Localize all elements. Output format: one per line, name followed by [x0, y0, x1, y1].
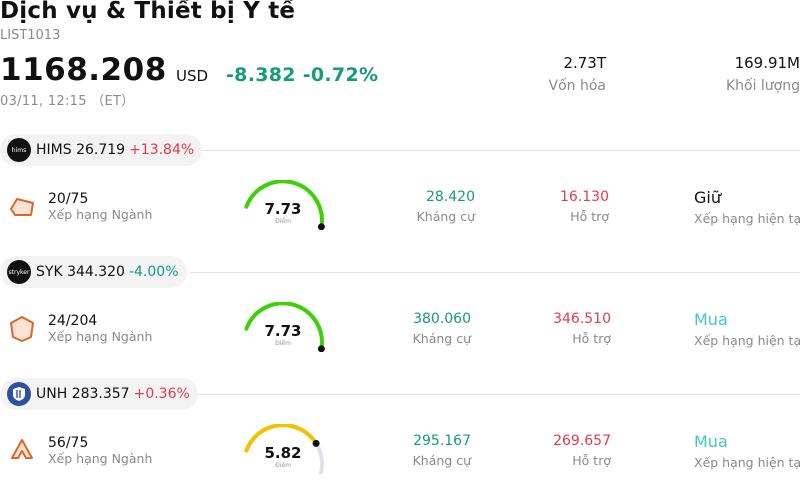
- industry-rank-value: 24/204: [48, 313, 98, 329]
- score-arc: [244, 424, 319, 453]
- company-logo: [7, 382, 31, 406]
- company-logo-text: hims: [11, 146, 27, 154]
- resistance-value: 28.420: [426, 189, 475, 205]
- industry-rank-value: 56/75: [48, 435, 89, 451]
- resistance-label: Kháng cự: [412, 453, 471, 468]
- stock-chip[interactable]: hims HIMS 26.719 +13.84%: [0, 134, 203, 166]
- industry-rank-label: Xếp hạng Ngành: [48, 207, 153, 222]
- list-code: LIST1013: [0, 28, 61, 43]
- current-rating-label: Xếp hạng hiện tại: [694, 211, 800, 226]
- support-value: 16.130: [560, 189, 609, 205]
- current-rating-label: Xếp hạng hiện tại: [694, 333, 800, 348]
- industry-rank-icon: [11, 439, 33, 459]
- score-label: Điểm: [275, 462, 291, 469]
- timestamp: 03/11, 12:15 （ET）: [0, 94, 135, 109]
- score-value: 7.73: [264, 322, 302, 340]
- support-label: Hỗ trợ: [570, 209, 609, 224]
- shield-icon: [13, 387, 25, 401]
- row-divider: [190, 272, 800, 273]
- score-dot: [317, 223, 325, 230]
- industry-rank-label: Xếp hạng Ngành: [48, 329, 153, 344]
- industry-rank-icon: [10, 316, 34, 342]
- stock-ticker-price: SYK 344.320: [36, 264, 125, 280]
- current-rating: Mua: [694, 432, 728, 451]
- resistance-value: 295.167: [413, 433, 471, 449]
- row-divider: [190, 394, 800, 395]
- industry-rank-icon: [10, 198, 34, 216]
- stock-chip[interactable]: UNH 283.357 +0.36%: [0, 378, 198, 410]
- market-cap-label: Vốn hóa: [548, 78, 606, 94]
- current-rating: Mua: [694, 310, 728, 329]
- support-value: 346.510: [553, 311, 611, 327]
- company-logo: hims: [7, 138, 31, 162]
- currency-label: USD: [176, 67, 209, 85]
- score-gauge: [244, 302, 325, 352]
- score-label: Điểm: [275, 340, 291, 347]
- score-arc: [244, 180, 324, 229]
- volume-value: 169.91M: [734, 54, 800, 72]
- index-price: 1168.208: [0, 52, 167, 88]
- stock-change: +13.84%: [129, 142, 195, 158]
- resistance-label: Kháng cự: [416, 209, 475, 224]
- score-gauge: [244, 180, 325, 230]
- stock-ticker-price: UNH 283.357: [36, 386, 130, 402]
- market-cap-value: 2.73T: [563, 54, 606, 72]
- current-rating-label: Xếp hạng hiện tại: [694, 455, 800, 470]
- score-value: 7.73: [264, 200, 302, 218]
- resistance-label: Kháng cự: [412, 331, 471, 346]
- resistance-value: 380.060: [413, 311, 471, 327]
- support-value: 269.657: [553, 433, 611, 449]
- index-change: -8.382 -0.72%: [226, 64, 379, 86]
- score-arc: [244, 302, 324, 351]
- stock-change: +0.36%: [133, 386, 190, 402]
- volume-label: Khối lượng: [725, 78, 800, 94]
- score-label: Điểm: [275, 218, 291, 225]
- support-label: Hỗ trợ: [572, 331, 611, 346]
- company-logo: stryker: [7, 260, 31, 284]
- current-rating: Giữ: [694, 188, 721, 207]
- row-divider: [190, 150, 800, 151]
- stock-chip[interactable]: stryker SYK 344.320 -4.00%: [0, 256, 187, 288]
- score-value: 5.82: [264, 444, 302, 462]
- support-label: Hỗ trợ: [572, 453, 611, 468]
- industry-rank-label: Xếp hạng Ngành: [48, 451, 153, 466]
- industry-rank-value: 20/75: [48, 191, 89, 207]
- company-logo-text: stryker: [8, 268, 30, 276]
- page-title: Dịch vụ & Thiết bị Y tế: [0, 0, 296, 24]
- score-gauge: [244, 424, 325, 474]
- score-dot: [312, 439, 320, 447]
- stock-ticker-price: HIMS 26.719: [36, 142, 126, 158]
- stock-change: -4.00%: [128, 264, 179, 280]
- score-dot: [317, 345, 325, 352]
